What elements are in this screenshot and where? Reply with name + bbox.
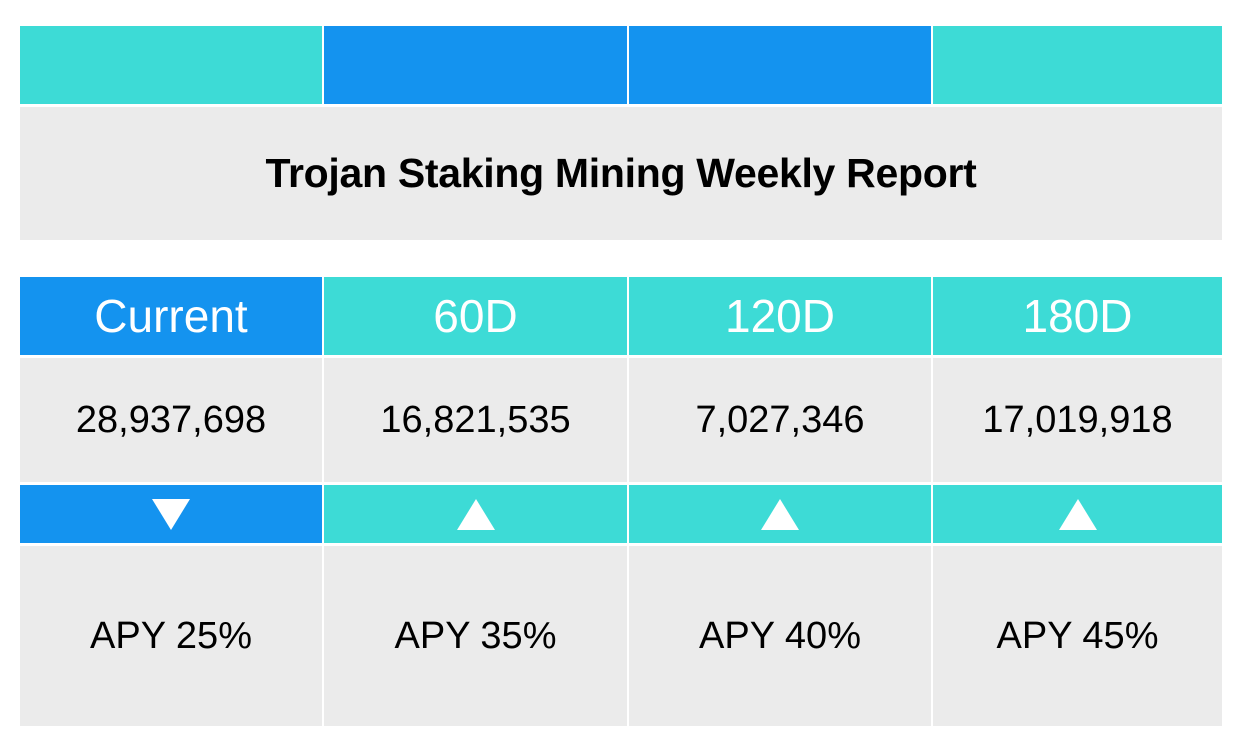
amount-cell-current: 28,937,698: [20, 358, 322, 482]
period-header-current: Current: [20, 277, 322, 355]
top-color-band: [20, 26, 1222, 104]
apy-value: APY 40%: [699, 614, 861, 657]
apy-cell-60d: APY 35%: [324, 546, 627, 726]
period-header-row: Current 60D 120D 180D: [20, 277, 1222, 355]
apy-row: APY 25% APY 35% APY 40% APY 45%: [20, 546, 1222, 726]
triangle-up-icon: [1058, 498, 1097, 530]
period-label: Current: [94, 290, 248, 342]
period-header-120d: 120D: [629, 277, 931, 355]
trend-cell-180d: [933, 485, 1222, 543]
trend-row: [20, 485, 1222, 543]
apy-cell-180d: APY 45%: [933, 546, 1222, 726]
triangle-up-icon: [456, 498, 495, 530]
apy-value: APY 25%: [90, 614, 252, 657]
trend-cell-current: [20, 485, 322, 543]
staked-amount: 28,937,698: [75, 398, 267, 441]
top-band-segment-2: [324, 26, 627, 104]
apy-cell-120d: APY 40%: [629, 546, 931, 726]
staked-amount: 16,821,535: [380, 398, 571, 441]
staking-report: Trojan Staking Mining Weekly Report Curr…: [20, 26, 1222, 726]
apy-value: APY 45%: [996, 614, 1159, 657]
period-header-180d: 180D: [933, 277, 1222, 355]
period-header-60d: 60D: [324, 277, 627, 355]
triangle-down-icon: [152, 498, 190, 530]
trend-cell-60d: [324, 485, 627, 543]
apy-cell-current: APY 25%: [20, 546, 322, 726]
period-label: 60D: [433, 290, 518, 342]
report-title: Trojan Staking Mining Weekly Report: [265, 150, 977, 196]
period-label: 120D: [725, 290, 835, 342]
amount-cell-120d: 7,027,346: [629, 358, 931, 482]
title-block: Trojan Staking Mining Weekly Report: [20, 107, 1222, 240]
staked-amount: 17,019,918: [982, 398, 1173, 441]
trend-cell-120d: [629, 485, 931, 543]
amount-cell-180d: 17,019,918: [933, 358, 1222, 482]
staked-amount-row: 28,937,698 16,821,535 7,027,346 17,019,9…: [20, 358, 1222, 482]
apy-value: APY 35%: [394, 614, 557, 657]
period-label: 180D: [1022, 290, 1133, 342]
top-band-segment-1: [20, 26, 322, 104]
amount-cell-60d: 16,821,535: [324, 358, 627, 482]
top-band-segment-4: [933, 26, 1222, 104]
top-band-segment-3: [629, 26, 931, 104]
triangle-up-icon: [761, 498, 799, 530]
staked-amount: 7,027,346: [695, 398, 865, 441]
